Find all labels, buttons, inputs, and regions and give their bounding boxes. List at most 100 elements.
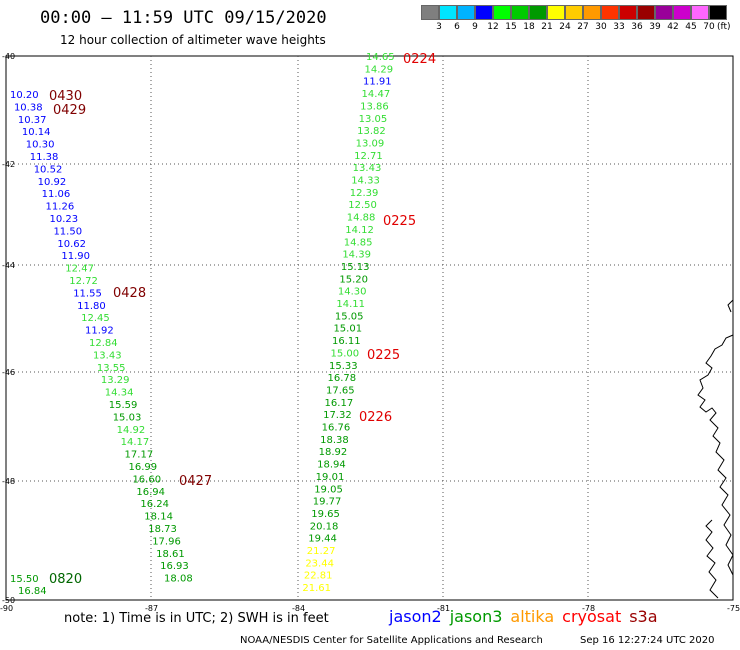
color-swatch bbox=[547, 5, 565, 20]
latitude-label: -48 bbox=[2, 477, 15, 486]
wave-height-value: 10.52 bbox=[34, 164, 63, 175]
pass-time-label: 0820 bbox=[49, 572, 82, 587]
wave-height-value: 21.27 bbox=[307, 546, 336, 557]
wave-height-value: 12.72 bbox=[69, 276, 98, 287]
wave-height-value: 10.20 bbox=[10, 90, 39, 101]
wave-height-value: 15.01 bbox=[333, 324, 362, 335]
wave-height-value: 15.50 bbox=[10, 574, 39, 585]
wave-height-value: 16.24 bbox=[140, 499, 169, 510]
longitude-label: -78 bbox=[582, 604, 595, 613]
wave-height-value: 11.38 bbox=[30, 152, 59, 163]
wave-height-value: 17.32 bbox=[323, 410, 352, 421]
latitude-label: -50 bbox=[2, 596, 15, 605]
wave-height-value: 11.50 bbox=[53, 226, 82, 237]
color-scale-tick: 45 bbox=[685, 22, 697, 32]
wave-height-value: 13.05 bbox=[359, 114, 388, 125]
wave-height-value: 13.29 bbox=[101, 375, 130, 386]
longitude-label: -87 bbox=[145, 604, 158, 613]
legend-entry-s3a: s3a bbox=[629, 607, 658, 626]
color-scale-tick: 18 bbox=[523, 22, 535, 32]
wave-height-value: 16.93 bbox=[160, 561, 189, 572]
wave-height-value: 15.03 bbox=[113, 412, 142, 423]
color-scale-tick: 12 bbox=[487, 22, 499, 32]
wave-height-value: 10.92 bbox=[38, 177, 67, 188]
color-swatch bbox=[583, 5, 601, 20]
pass-time-label: 0430 bbox=[49, 89, 82, 104]
pass-time-label: 0427 bbox=[179, 474, 212, 489]
page-title: 00:00 – 11:59 UTC 09/15/2020 bbox=[40, 8, 327, 28]
wave-height-value: 12.50 bbox=[348, 200, 377, 211]
wave-height-value: 12.45 bbox=[81, 313, 110, 324]
color-scale-tick: 39 bbox=[649, 22, 661, 32]
wave-height-value: 14.92 bbox=[117, 425, 146, 436]
generation-timestamp: Sep 16 12:27:24 UTC 2020 bbox=[580, 635, 715, 646]
satellite-legend: jason2 jason3 altika cryosat s3a bbox=[389, 607, 666, 626]
wave-height-value: 16.76 bbox=[322, 423, 351, 434]
footer: NOAA/NESDIS Center for Satellite Applica… bbox=[240, 635, 714, 646]
coastline-outline bbox=[697, 334, 734, 576]
color-swatch bbox=[673, 5, 691, 20]
wave-height-value: 11.90 bbox=[61, 251, 90, 262]
wave-height-value: 11.91 bbox=[363, 77, 392, 88]
latitude-label: -44 bbox=[2, 261, 15, 270]
wave-height-value: 12.47 bbox=[65, 264, 94, 275]
wave-height-value: 14.11 bbox=[336, 299, 365, 310]
color-scale-tick: 27 bbox=[577, 22, 589, 32]
wave-height-value: 11.06 bbox=[42, 189, 71, 200]
color-swatch bbox=[529, 5, 547, 20]
coastline-outline bbox=[727, 299, 734, 313]
wave-height-value: 14.47 bbox=[362, 89, 391, 100]
wave-height-value: 14.88 bbox=[347, 213, 376, 224]
color-swatch bbox=[511, 5, 529, 20]
wave-height-value: 10.62 bbox=[57, 239, 86, 250]
wave-height-value: 11.55 bbox=[73, 288, 102, 299]
longitude-label: -81 bbox=[437, 604, 450, 613]
pass-time-label: 0428 bbox=[113, 286, 146, 301]
wave-height-value: 13.09 bbox=[356, 138, 385, 149]
wave-height-value: 10.14 bbox=[22, 127, 51, 138]
latitude-label: -42 bbox=[2, 160, 15, 169]
wave-height-value: 12.71 bbox=[354, 151, 383, 162]
wave-height-value: 16.84 bbox=[18, 586, 47, 597]
wave-height-value: 14.30 bbox=[338, 287, 367, 298]
wave-height-value: 16.99 bbox=[129, 462, 158, 473]
wave-height-value: 10.23 bbox=[50, 214, 79, 225]
pass-time-label: 0429 bbox=[53, 103, 86, 118]
wave-height-value: 17.65 bbox=[326, 385, 355, 396]
wave-height-value: 10.38 bbox=[14, 102, 43, 113]
color-swatch bbox=[637, 5, 655, 20]
color-swatch bbox=[601, 5, 619, 20]
wave-height-value: 13.55 bbox=[97, 363, 126, 374]
legend-entry-cryosat: cryosat bbox=[562, 607, 622, 626]
legend-entry-altika: altika bbox=[510, 607, 555, 626]
color-swatch bbox=[475, 5, 493, 20]
pass-time-label: 0226 bbox=[359, 410, 392, 425]
latitude-label: -40 bbox=[2, 52, 15, 61]
wave-height-value: 12.39 bbox=[350, 188, 379, 199]
color-scale-tick: 3 bbox=[436, 22, 442, 32]
wave-height-value: 14.17 bbox=[121, 437, 150, 448]
wave-height-value: 16.11 bbox=[332, 336, 361, 347]
color-scale-tick: 21 bbox=[541, 22, 553, 32]
latitude-label: -46 bbox=[2, 368, 15, 377]
wave-height-value: 15.13 bbox=[341, 262, 370, 273]
color-swatch bbox=[619, 5, 637, 20]
units-note: note: 1) Time is in UTC; 2) SWH is in fe… bbox=[64, 611, 329, 626]
wave-height-value: 18.73 bbox=[148, 524, 177, 535]
wave-height-value: 17.17 bbox=[125, 450, 154, 461]
pass-time-label: 0224 bbox=[403, 52, 436, 67]
wave-height-value: 16.78 bbox=[328, 373, 357, 384]
wave-height-value: 18.94 bbox=[317, 460, 346, 471]
color-scale-tick: 36 bbox=[631, 22, 643, 32]
wave-height-value: 11.80 bbox=[77, 301, 106, 312]
wave-height-value: 15.00 bbox=[330, 348, 359, 359]
wave-height-value: 16.60 bbox=[132, 474, 161, 485]
color-swatch bbox=[421, 5, 439, 20]
color-scale-tick: 33 bbox=[613, 22, 625, 32]
wave-height-value: 11.92 bbox=[85, 326, 114, 337]
color-scale-unit: (ft) bbox=[717, 22, 731, 32]
map-frame bbox=[5, 55, 734, 601]
wave-height-value: 15.05 bbox=[335, 311, 364, 322]
wave-height-value: 22.81 bbox=[304, 571, 333, 582]
